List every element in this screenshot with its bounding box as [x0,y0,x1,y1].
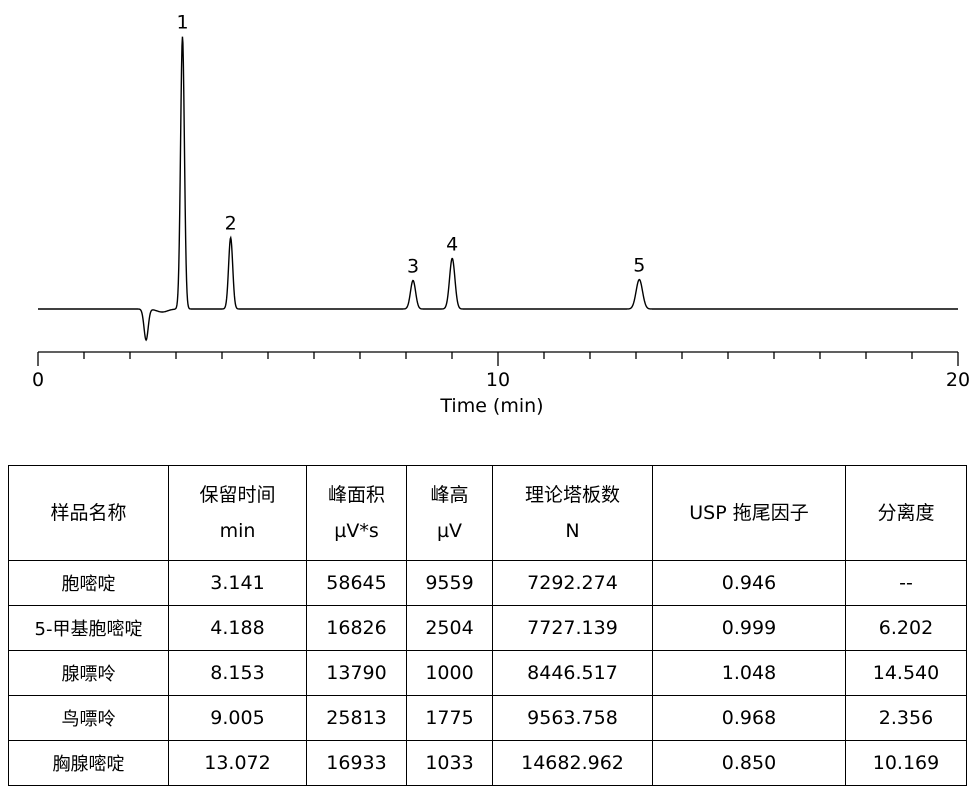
resolution-cell: 6.202 [845,605,967,651]
chromatogram-chart: 1 2 3 4 5 0 10 20 Time (min) [32,12,970,417]
sample-name-cell: 腺嘌呤 [8,650,169,696]
peak-label-3: 3 [407,256,419,278]
peak-height-cell: 2504 [406,605,493,651]
x-tick-label: 20 [946,369,970,391]
x-axis-title: Time (min) [439,395,543,417]
table-row: 腺嘌呤 8.153 13790 1000 8446.517 1.048 14.540 [8,650,967,696]
x-tick-label: 10 [486,369,510,391]
header-unit: µV*s [334,520,379,542]
sample-name-cell: 胞嘧啶 [8,560,169,606]
peak-area-cell: 25813 [306,695,407,741]
theoretical-plates-cell: 9563.758 [492,695,653,741]
retention-time-cell: 8.153 [168,650,307,696]
retention-time-cell: 13.072 [168,740,307,786]
table-row: 胞嘧啶 3.141 58645 9559 7292.274 0.946 -- [8,560,967,606]
table-row: 胸腺嘧啶 13.072 16933 1033 14682.962 0.850 10.169 [8,740,967,786]
header-unit: min [219,520,256,542]
peak-area-cell: 16933 [306,740,407,786]
peak-area-cell: 13790 [306,650,407,696]
table-row: 鸟嘌呤 9.005 25813 1775 9563.758 0.968 2.356 [8,695,967,741]
results-table: 样品名称 保留时间 min 峰面积 µV*s 峰高 µV 理论塔板数 N USP 拖尾因子 分离度 … [8,465,967,786]
sample-name-cell: 胸腺嘧啶 [8,740,169,786]
peak-label-5: 5 [633,255,645,277]
peak-label-4: 4 [446,233,458,255]
table-body: 胞嘧啶 3.141 58645 9559 7292.274 0.946 -- 5-甲基胞嘧啶 4… [8,560,967,786]
sample-name-cell: 5-甲基胞嘧啶 [8,605,169,651]
peak-area-cell: 16826 [306,605,407,651]
header-theoretical-plates: 理论塔板数 N [492,465,653,561]
header-label: 峰高 [430,484,469,506]
header-sample-name: 样品名称 [8,465,169,561]
peak-height-cell: 1775 [406,695,493,741]
resolution-cell: 14.540 [845,650,967,696]
resolution-cell: -- [845,560,967,606]
peak-label-2: 2 [225,213,237,235]
resolution-cell: 2.356 [845,695,967,741]
header-unit: N [565,520,580,542]
peak-labels: 1 2 3 4 5 [176,12,645,278]
header-retention-time: 保留时间 min [168,465,307,561]
chromatogram-trace [38,36,958,342]
usp-tailing-cell: 1.048 [652,650,846,696]
theoretical-plates-cell: 14682.962 [492,740,653,786]
retention-time-cell: 4.188 [168,605,307,651]
header-peak-area: 峰面积 µV*s [306,465,407,561]
header-label: 样品名称 [50,502,127,524]
peak-label-1: 1 [176,12,188,34]
header-peak-height: 峰高 µV [406,465,493,561]
usp-tailing-cell: 0.850 [652,740,846,786]
retention-time-cell: 3.141 [168,560,307,606]
header-label: 保留时间 [199,484,276,506]
retention-time-cell: 9.005 [168,695,307,741]
x-axis-ticks: 0 10 20 [32,352,970,391]
sample-name-cell: 鸟嘌呤 [8,695,169,741]
usp-tailing-cell: 0.999 [652,605,846,651]
header-resolution: 分离度 [845,465,967,561]
theoretical-plates-cell: 7292.274 [492,560,653,606]
resolution-cell: 10.169 [845,740,967,786]
usp-tailing-cell: 0.946 [652,560,846,606]
header-label: USP 拖尾因子 [689,502,809,524]
header-usp-tailing: USP 拖尾因子 [652,465,846,561]
header-label: 理论塔板数 [524,484,620,506]
peak-area-cell: 58645 [306,560,407,606]
header-unit: µV [436,520,463,542]
header-label: 分离度 [877,502,935,524]
x-tick-label: 0 [32,369,44,391]
header-label: 峰面积 [327,484,385,506]
peak-height-cell: 1033 [406,740,493,786]
table-row: 5-甲基胞嘧啶 4.188 16826 2504 7727.139 0.999 6.202 [8,605,967,651]
theoretical-plates-cell: 8446.517 [492,650,653,696]
usp-tailing-cell: 0.968 [652,695,846,741]
theoretical-plates-cell: 7727.139 [492,605,653,651]
peak-height-cell: 9559 [406,560,493,606]
table-header-row: 样品名称 保留时间 min 峰面积 µV*s 峰高 µV 理论塔板数 N USP 拖尾因子 分离度 [8,465,967,561]
peak-height-cell: 1000 [406,650,493,696]
